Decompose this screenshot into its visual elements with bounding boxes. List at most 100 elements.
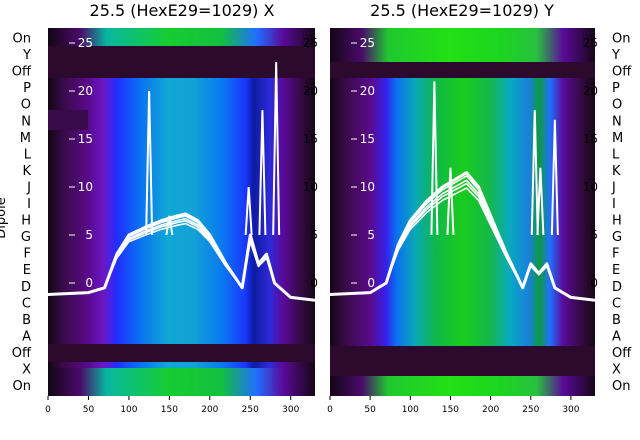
row-label-right: F [612, 247, 619, 262]
row-label-right: Y [611, 48, 620, 63]
overlay-y-tick-label-edge: 20 [583, 84, 598, 98]
panel-y-yticks: 0 0 5 5 10 10 15 15 20 20 25 25 [351, 36, 598, 290]
overlay-y-tick-label-edge: 25 [303, 36, 318, 50]
panel-y-top-band [330, 28, 595, 62]
overlay-y-tick-label: 5 [85, 228, 93, 242]
panel-x-heatmap [48, 28, 315, 396]
overlay-y-tick-label-edge: 0 [310, 276, 318, 290]
row-label-left: K [22, 164, 31, 179]
x-tick-label: 50 [83, 405, 95, 415]
overlay-y-tick-label: 15 [78, 132, 93, 146]
row-label-left: P [23, 81, 31, 96]
overlay-y-tick-label-edge: 15 [303, 132, 318, 146]
row-label-left: L [24, 147, 32, 162]
overlay-y-tick-label: 10 [360, 180, 375, 194]
overlay-y-tick-label-edge: 15 [583, 132, 598, 146]
overlay-curve [48, 222, 315, 302]
x-tick-label: 250 [242, 405, 259, 415]
overlay-y-tick-label-edge: 5 [310, 228, 318, 242]
row-label-left: Off [12, 65, 32, 80]
x-tick-label: 250 [522, 405, 539, 415]
row-label-left: F [24, 247, 31, 262]
overlay-y-tick-label: 0 [85, 276, 93, 290]
overlay-spike [536, 167, 545, 236]
x-tick-label: 100 [120, 405, 137, 415]
row-label-left: B [22, 313, 31, 328]
panel-y-heatmap [330, 28, 595, 396]
row-label-left: N [21, 114, 31, 129]
overlay-y-tick-label: 0 [367, 276, 375, 290]
panel-x: 25.5 (HexE29=1029) X 0 50 100 150 200 250 300 … [45, 1, 318, 415]
row-label-right: X [612, 363, 621, 378]
row-label-right: P [612, 81, 620, 96]
panel-y-bottom-band [330, 376, 595, 396]
x-tick-label: 0 [45, 405, 51, 415]
overlay-spike [446, 167, 455, 236]
overlay-y-tick-label-edge: 10 [303, 180, 318, 194]
panel-y: 25.5 (HexE29=1029) Y 0 50 100 150 200 250 300 … [327, 1, 598, 415]
x-tick-label: 0 [327, 405, 333, 415]
overlay-y-tick-label: 10 [78, 180, 93, 194]
row-label-left: C [22, 296, 31, 311]
overlay-spike [550, 119, 559, 236]
row-label-right: O [612, 98, 622, 113]
x-tick-label: 200 [201, 405, 218, 415]
overlay-y-tick-label-edge: 5 [590, 228, 598, 242]
x-tick-label: 150 [161, 405, 178, 415]
panel-y-title: 25.5 (HexE29=1029) Y [370, 1, 554, 20]
row-label-left: Y [22, 48, 31, 63]
row-label-left: X [22, 363, 31, 378]
overlay-y-tick-label: 25 [78, 36, 93, 50]
panel-x-gap-bottom [48, 344, 315, 362]
overlay-y-tick-label: 20 [78, 84, 93, 98]
panel-x-top-band [48, 28, 315, 46]
x-tick-label: 300 [282, 405, 299, 415]
panel-x-overlay [48, 62, 315, 302]
row-label-right: M [612, 131, 623, 146]
overlay-curve [330, 187, 595, 302]
row-label-right: K [612, 164, 621, 179]
panel-y-xticks: 0 50 100 150 200 250 300 [327, 396, 580, 415]
overlay-spike [258, 110, 267, 236]
overlay-y-tick-label: 5 [367, 228, 375, 242]
overlay-spike [165, 215, 174, 236]
row-label-right: H [612, 214, 622, 229]
row-label-left: M [20, 131, 31, 146]
row-label-left: A [22, 329, 31, 344]
row-label-right: Off [612, 346, 632, 361]
overlay-y-tick-label: 15 [360, 132, 375, 146]
panel-y-gap-bottom [330, 346, 595, 376]
y-axis-label: Dipole [0, 197, 9, 238]
overlay-y-tick-label: 20 [360, 84, 375, 98]
x-tick-label: 150 [442, 405, 459, 415]
row-label-right: A [612, 329, 621, 344]
row-label-left: E [23, 263, 31, 278]
row-label-left: D [21, 280, 31, 295]
overlay-y-tick-label-edge: 0 [590, 276, 598, 290]
row-label-left: Off [12, 346, 32, 361]
overlay-spike [430, 81, 439, 236]
overlay-y-tick-label-edge: 10 [583, 180, 598, 194]
overlay-y-tick-label-edge: 20 [303, 84, 318, 98]
panel-y-gap-top [330, 62, 595, 78]
row-label-right: N [612, 114, 622, 129]
overlay-y-tick-label: 25 [360, 36, 375, 50]
row-label-left: O [21, 98, 31, 113]
row-label-left: I [27, 197, 31, 212]
row-label-right: C [612, 296, 621, 311]
overlay-spike [145, 90, 154, 236]
row-label-right: G [612, 230, 622, 245]
panel-x-xticks: 0 50 100 150 200 250 300 [45, 396, 300, 415]
row-label-right: Off [612, 65, 632, 80]
row-label-right: L [612, 147, 620, 162]
row-label-left: On [13, 379, 31, 394]
row-label-left: J [26, 180, 31, 195]
x-tick-label: 100 [402, 405, 419, 415]
panel-x-yticks: 0 0 5 5 10 10 15 15 20 20 25 25 [69, 36, 318, 290]
row-label-right: On [612, 379, 630, 394]
overlay-y-tick-label-edge: 25 [583, 36, 598, 50]
row-label-left: On [13, 32, 31, 47]
